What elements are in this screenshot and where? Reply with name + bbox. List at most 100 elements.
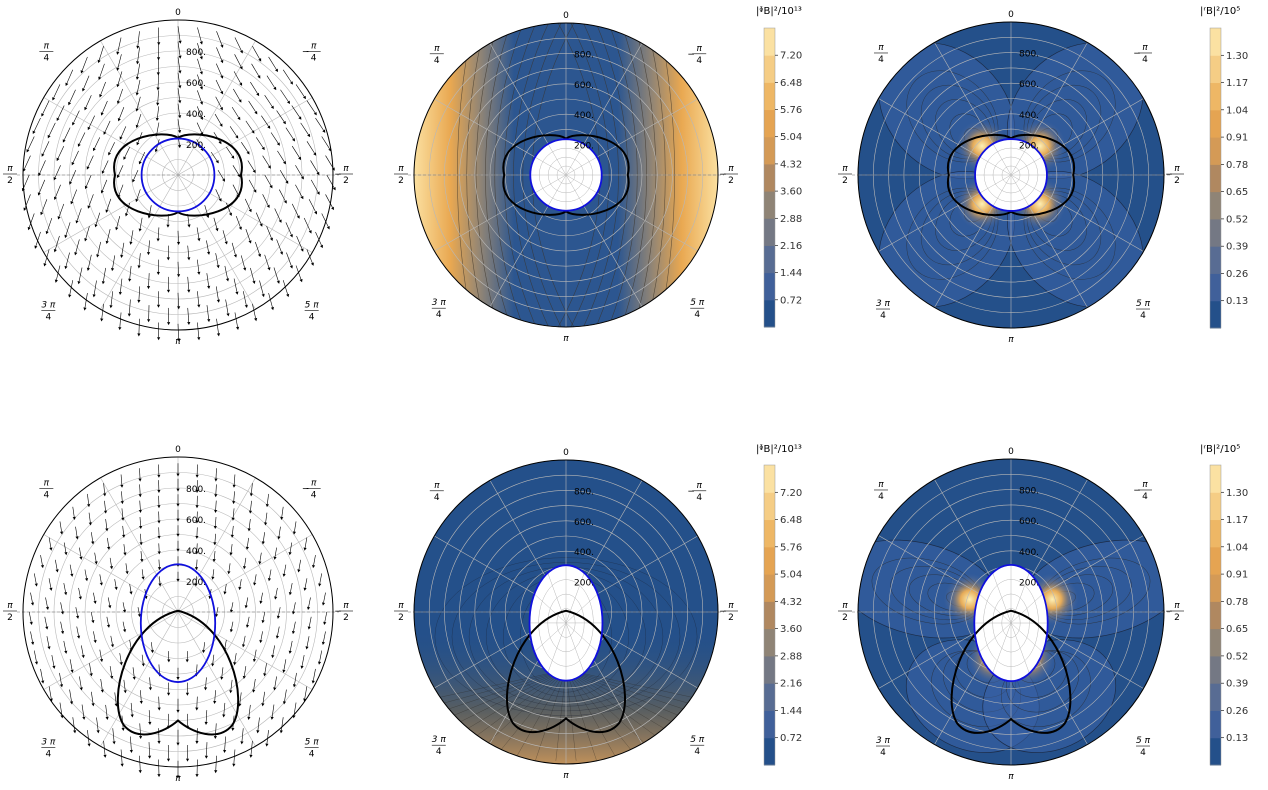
vector-arrowhead <box>70 669 74 673</box>
colorbar-tick-label: 1.44 <box>780 268 802 279</box>
vector-arrow <box>102 160 109 172</box>
angle-label-minus-pi-4: −π 4 <box>687 44 707 66</box>
vector-arrow <box>59 672 62 685</box>
vector-arrow <box>33 650 37 662</box>
colorbar-segment <box>1210 683 1221 711</box>
vector-arrow <box>262 611 266 621</box>
vector-arrowhead <box>115 227 119 231</box>
vector-arrow <box>110 635 113 645</box>
vector-arrow <box>148 240 150 253</box>
vector-arrow <box>121 242 125 256</box>
vector-arrowhead <box>99 582 103 586</box>
vector-arrow <box>157 106 160 119</box>
vector-arrowhead <box>138 494 142 498</box>
vector-arrowhead <box>276 142 280 146</box>
vector-arrowhead <box>176 518 180 522</box>
vector-arrowhead <box>119 136 123 140</box>
colorbar-segment <box>1210 82 1221 111</box>
fraction-numerator: 5 π <box>690 298 705 308</box>
vector-arrow <box>321 136 330 150</box>
vector-arrow <box>122 602 125 610</box>
colorbar-segment <box>764 218 775 246</box>
vector-arrowhead <box>275 68 278 73</box>
grid-spoke <box>177 97 313 176</box>
vector-arrowhead <box>273 556 277 560</box>
vector-arrowhead <box>187 289 191 293</box>
vector-arrowhead <box>300 248 304 252</box>
vector-arrowhead <box>261 293 265 298</box>
vector-arrow <box>231 242 236 255</box>
vector-arrowhead <box>166 758 171 762</box>
vector-arrowhead <box>154 149 158 153</box>
vector-arrow <box>177 72 181 86</box>
vector-arrowhead <box>218 198 222 202</box>
vector-arrowhead <box>110 644 115 648</box>
vector-arrow <box>69 89 76 103</box>
vector-arrowhead <box>45 606 49 611</box>
vector-arrow <box>248 179 256 191</box>
vector-arrowhead <box>279 730 283 734</box>
angle-label-minus-pi-4: −π 4 <box>687 481 707 503</box>
grid-spoke <box>177 534 313 613</box>
colorbar-tick-label: 0.91 <box>1226 570 1248 581</box>
vector-arrow <box>212 569 215 577</box>
vector-arrow <box>231 602 234 610</box>
fraction-numerator: 3 π <box>876 736 891 746</box>
fraction-denominator: 4 <box>311 53 317 63</box>
vector-arrow <box>23 174 30 189</box>
grid-spoke <box>100 40 179 176</box>
grid-spoke <box>43 97 179 176</box>
vector-arrow <box>99 574 102 583</box>
colorbar-tick-label: 0.13 <box>1226 296 1248 307</box>
colorbar-tick-label: 0.72 <box>780 733 802 744</box>
vector-arrow <box>315 117 324 131</box>
colorbar-segment <box>764 628 775 657</box>
angle-label-0: 0 <box>1008 447 1014 457</box>
fraction-denominator: 4 <box>880 311 886 321</box>
fraction-denominator: 4 <box>311 490 317 500</box>
vector-arrowhead <box>59 531 64 535</box>
vector-arrow <box>272 645 275 656</box>
vector-arrowhead <box>187 257 191 261</box>
vector-arrowhead <box>103 510 108 514</box>
vector-arrow <box>215 189 221 200</box>
colorbar-tick-label: 1.17 <box>1226 515 1248 526</box>
minus-sign: − <box>334 170 342 180</box>
grid-spoke <box>177 611 256 747</box>
colorbar-segment <box>1210 546 1221 575</box>
vector-arrowhead <box>242 675 246 680</box>
vector-arrow <box>133 170 139 180</box>
vector-arrowhead <box>139 525 143 529</box>
polar-frame <box>413 22 719 328</box>
fraction-numerator: π <box>1142 43 1148 53</box>
vector-arrowhead <box>123 156 127 160</box>
vector-arrow <box>112 728 115 742</box>
angle-label-pi: π <box>1008 335 1014 345</box>
angle-label-minus-pi-4: −π 4 <box>1133 43 1153 65</box>
vector-arrow <box>298 559 301 570</box>
vector-arrowhead <box>220 44 224 48</box>
vector-arrow <box>54 165 61 178</box>
vector-arrow <box>63 583 66 593</box>
vector-arrow <box>130 736 132 750</box>
vector-arrow <box>206 305 209 320</box>
vector-arrow <box>197 74 202 87</box>
vector-arrowhead <box>249 754 253 758</box>
vector-arrow <box>290 583 293 593</box>
r-tick-label: 600. <box>574 518 594 528</box>
vector-arrow <box>280 89 289 102</box>
vector-arrow <box>107 537 109 547</box>
vector-arrowhead <box>299 278 303 283</box>
vector-arrowhead <box>199 101 203 105</box>
vector-arrow <box>323 592 326 603</box>
fraction-denominator: 4 <box>309 750 315 760</box>
vector-arrow <box>197 58 202 72</box>
minus-sign: − <box>302 484 310 494</box>
vector-arrow <box>235 216 241 228</box>
vector-arrowhead <box>157 551 161 555</box>
vector-arrowhead <box>199 41 203 45</box>
vector-arrow <box>126 202 130 214</box>
vector-arrow <box>230 679 233 691</box>
grid-spoke <box>43 174 179 253</box>
vector-arrowhead <box>38 172 42 177</box>
